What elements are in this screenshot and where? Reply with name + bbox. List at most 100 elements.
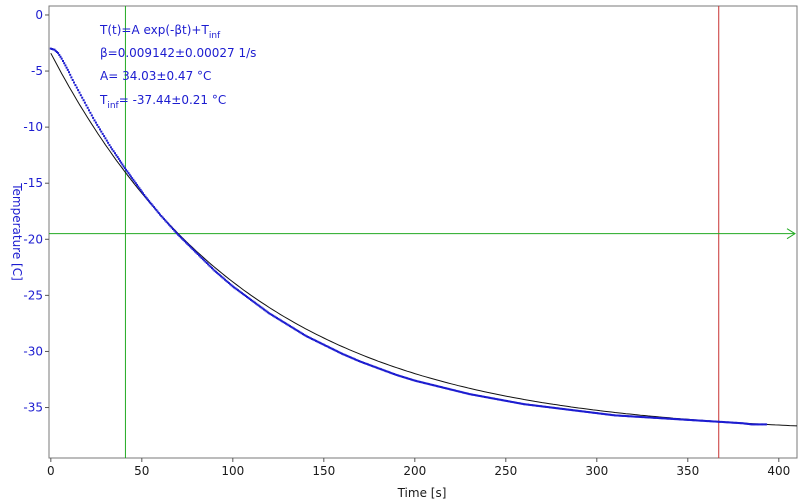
data-point — [607, 413, 610, 416]
data-point — [270, 313, 273, 316]
data-point — [534, 404, 537, 407]
data-point — [573, 409, 576, 412]
data-point — [517, 402, 520, 405]
data-point — [588, 411, 590, 414]
data-point — [126, 170, 129, 173]
data-point — [459, 390, 462, 393]
data-point — [562, 408, 564, 410]
data-point — [239, 291, 242, 294]
y-tick-label: -25 — [23, 288, 43, 302]
data-point — [569, 408, 572, 411]
data-point — [244, 295, 247, 297]
data-point — [649, 416, 652, 419]
data-point — [188, 245, 191, 248]
data-point — [378, 367, 381, 370]
data-point — [550, 406, 553, 409]
x-tick-label: 150 — [312, 464, 335, 478]
data-point — [555, 407, 558, 410]
annotation-tinf-sub: inf — [107, 101, 119, 111]
data-point — [52, 48, 55, 51]
data-point — [224, 278, 226, 281]
data-point — [226, 280, 229, 283]
data-point — [214, 270, 217, 273]
data-point — [481, 395, 484, 398]
data-point — [543, 405, 546, 408]
data-point — [738, 422, 741, 425]
cursor-lines[interactable] — [49, 6, 796, 458]
measured-points — [49, 47, 768, 426]
data-point — [515, 401, 518, 404]
data-point — [602, 412, 605, 415]
data-point — [684, 418, 687, 421]
data-point — [99, 128, 101, 131]
data-point — [65, 66, 68, 69]
data-point — [305, 335, 308, 338]
data-point — [150, 203, 153, 206]
data-point — [326, 345, 329, 348]
data-point — [746, 422, 749, 425]
data-point — [398, 374, 401, 377]
data-point — [266, 311, 269, 314]
data-point — [111, 148, 114, 151]
data-point — [400, 375, 403, 378]
y-tick-label: -10 — [23, 120, 43, 134]
data-point — [242, 293, 245, 296]
data-point — [508, 400, 511, 403]
data-point — [100, 130, 103, 133]
data-point — [750, 423, 753, 426]
data-point — [298, 330, 301, 333]
data-point — [196, 253, 199, 255]
data-point — [710, 420, 713, 423]
data-point — [156, 210, 159, 213]
data-point — [387, 371, 390, 374]
data-point — [601, 412, 603, 415]
data-point — [396, 374, 399, 377]
data-point — [183, 240, 186, 243]
data-point — [292, 327, 295, 330]
data-point — [137, 185, 140, 188]
data-point — [296, 329, 299, 332]
data-point — [170, 226, 173, 229]
data-point — [128, 173, 131, 176]
data-point — [499, 398, 502, 401]
data-point — [433, 384, 436, 387]
data-point — [424, 382, 427, 385]
data-point — [666, 417, 668, 420]
data-point — [707, 420, 710, 423]
data-point — [120, 161, 123, 164]
data-point — [590, 411, 593, 414]
data-point — [229, 283, 232, 286]
data-point — [222, 277, 225, 280]
data-point — [482, 395, 485, 398]
data-point — [53, 48, 56, 51]
data-point — [136, 183, 138, 186]
data-point — [577, 409, 580, 412]
data-point — [617, 414, 620, 417]
data-point — [528, 403, 531, 406]
data-point — [714, 420, 717, 423]
data-point — [624, 415, 627, 417]
data-point — [157, 212, 160, 215]
data-point — [143, 194, 146, 196]
data-point — [669, 417, 672, 420]
data-point — [295, 329, 298, 332]
y-tick-label: -20 — [23, 232, 43, 246]
data-point — [411, 378, 414, 381]
data-point — [589, 411, 592, 414]
data-point — [461, 391, 464, 394]
data-point — [112, 150, 115, 153]
data-point — [211, 267, 213, 270]
data-point — [350, 356, 353, 359]
data-point — [58, 54, 61, 56]
data-point — [369, 364, 372, 367]
data-point — [178, 235, 181, 238]
data-point — [186, 242, 189, 245]
cursor-arrow-icon[interactable] — [786, 228, 796, 240]
y-tick-label: -5 — [31, 64, 43, 78]
data-point — [416, 380, 419, 383]
data-point — [749, 423, 752, 426]
data-point — [595, 412, 598, 415]
data-point — [715, 420, 718, 423]
data-point — [634, 415, 637, 418]
data-point — [134, 182, 137, 185]
